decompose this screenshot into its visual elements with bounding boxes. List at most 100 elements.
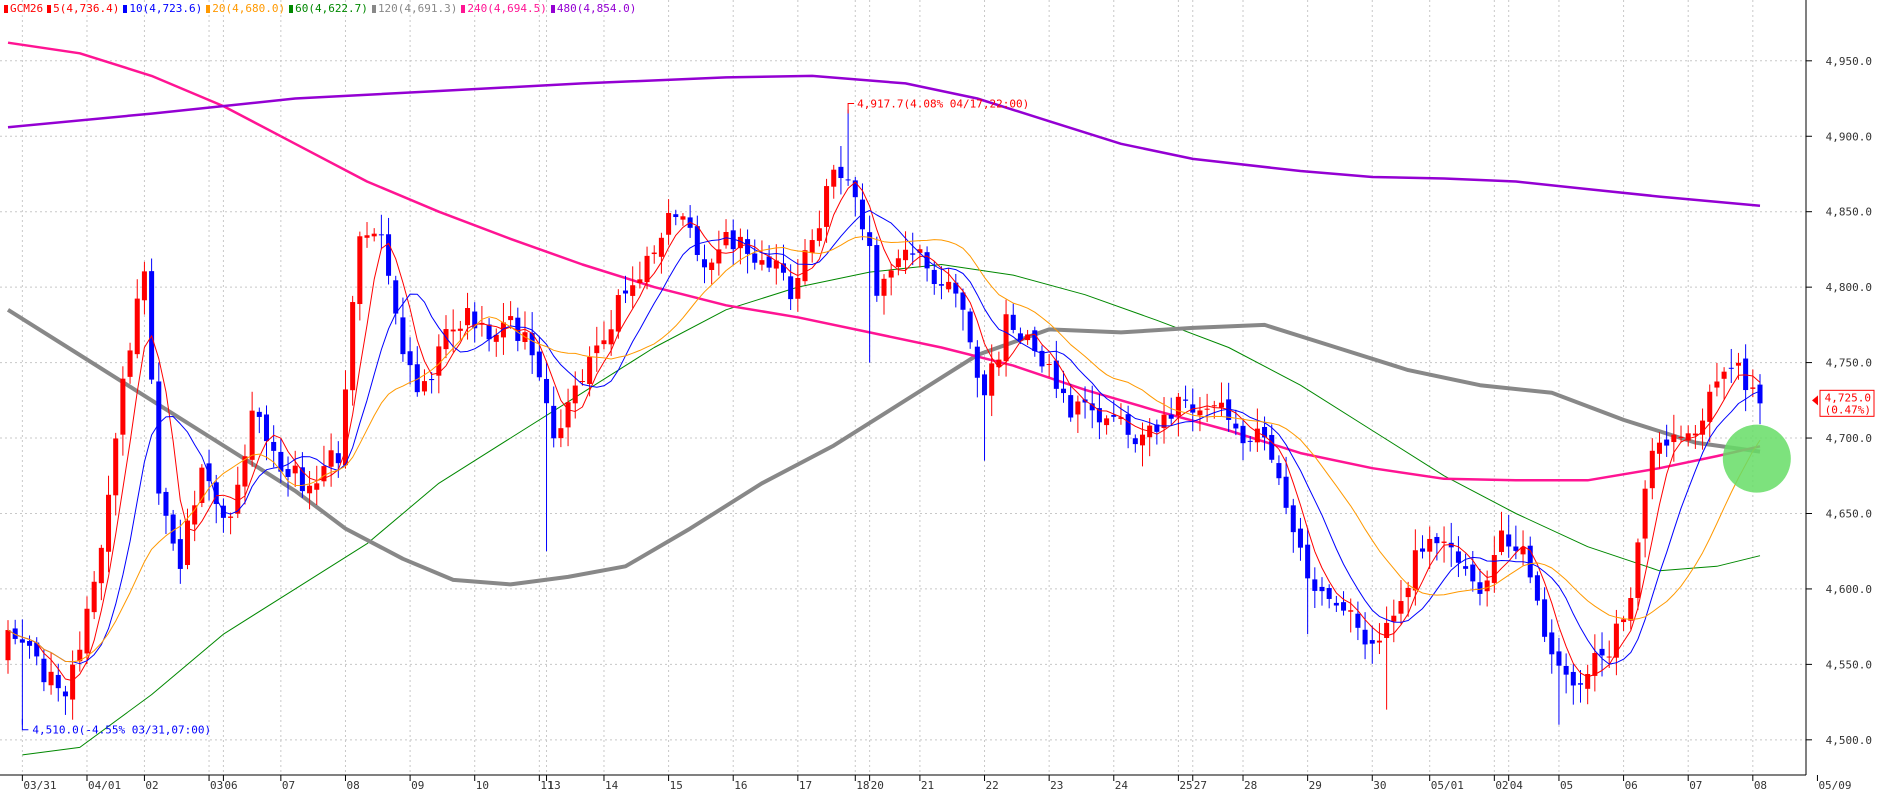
candles bbox=[5, 109, 1763, 725]
candle-body bbox=[335, 453, 341, 464]
candle-body bbox=[263, 414, 270, 442]
legend-swatch bbox=[47, 5, 52, 13]
candle-body bbox=[192, 505, 198, 525]
candle-body bbox=[816, 228, 822, 241]
candle-body bbox=[486, 324, 492, 340]
candle-body bbox=[1592, 653, 1598, 676]
candle-body bbox=[1132, 438, 1138, 445]
candle-body bbox=[421, 381, 427, 392]
candle-body bbox=[235, 484, 241, 514]
candle-body bbox=[759, 260, 765, 265]
legend-label: GCM26 bbox=[10, 2, 44, 15]
candle-body bbox=[1341, 602, 1347, 611]
candle-body bbox=[106, 494, 112, 552]
candle-body bbox=[874, 245, 880, 296]
annotations: 4,917.7(4.08% 04/17,22:00) 4,510.0(-4.55%… bbox=[21, 98, 1791, 737]
low-marker bbox=[21, 718, 29, 731]
candle-body bbox=[1262, 426, 1268, 438]
candle-body bbox=[292, 465, 298, 474]
candle-body bbox=[967, 311, 973, 343]
candle-body bbox=[637, 279, 643, 284]
candle-body bbox=[5, 630, 11, 661]
legend-item: 60(4,622.7) bbox=[289, 2, 368, 15]
candle-body bbox=[1398, 601, 1404, 614]
y-tick-label: 4,600.0 bbox=[1826, 583, 1872, 596]
x-tick-label: 20 bbox=[871, 779, 884, 792]
x-tick-label: 02 bbox=[1495, 779, 1508, 792]
x-tick-label: 30 bbox=[1373, 779, 1386, 792]
x-tick-label: 08 bbox=[1754, 779, 1767, 792]
candle-body bbox=[1376, 640, 1382, 643]
candle-body bbox=[974, 346, 980, 378]
x-tick-label: 05/01 bbox=[1431, 779, 1464, 792]
candle-body bbox=[472, 311, 478, 329]
candle-body bbox=[989, 363, 995, 396]
legend-swatch bbox=[206, 5, 211, 13]
candle-body bbox=[149, 271, 155, 380]
candle-body bbox=[651, 252, 657, 255]
candle-body bbox=[134, 298, 140, 355]
plot-area bbox=[0, 0, 1806, 775]
series-line-20 bbox=[7, 236, 1761, 663]
candle-body bbox=[400, 317, 406, 355]
candle-body bbox=[544, 378, 550, 404]
candle-body bbox=[1297, 528, 1303, 548]
legend-item: 10(4,723.6) bbox=[123, 2, 202, 15]
x-tick-label: 07 bbox=[1689, 779, 1702, 792]
candle-body bbox=[1254, 428, 1260, 443]
candle-body bbox=[1369, 640, 1375, 644]
x-tick-label: 09 bbox=[411, 779, 424, 792]
legend-label: 5(4,736.4) bbox=[53, 2, 120, 15]
candle-body bbox=[1060, 388, 1067, 394]
candle-body bbox=[91, 581, 97, 613]
candle-body bbox=[910, 253, 916, 255]
candle-body bbox=[378, 234, 384, 236]
candle-body bbox=[1384, 622, 1390, 638]
candle-body bbox=[1635, 542, 1641, 598]
candle-body bbox=[1355, 613, 1361, 628]
candle-body bbox=[1542, 599, 1548, 637]
candle-body bbox=[752, 253, 758, 263]
legend-item: 240(4,694.5) bbox=[461, 2, 547, 15]
candle-body bbox=[1405, 587, 1411, 598]
candle-body bbox=[1441, 541, 1447, 543]
candle-body bbox=[888, 270, 894, 278]
candle-body bbox=[1506, 534, 1512, 547]
candle-body bbox=[1520, 547, 1526, 555]
candle-body bbox=[1075, 401, 1081, 415]
candle-body bbox=[903, 249, 909, 261]
grid-lines bbox=[0, 0, 1806, 775]
candle-body bbox=[436, 346, 442, 376]
y-tick-label: 4,800.0 bbox=[1826, 281, 1872, 294]
x-tick-label: 04 bbox=[1510, 779, 1524, 792]
candle-body bbox=[1692, 433, 1698, 436]
candle-body bbox=[1391, 615, 1397, 622]
candle-body bbox=[1168, 414, 1174, 419]
x-tick-label: 22 bbox=[986, 779, 999, 792]
candle-body bbox=[1319, 586, 1325, 592]
candle-body bbox=[1534, 575, 1540, 601]
candle-body bbox=[1556, 651, 1562, 666]
candle-body bbox=[1477, 582, 1483, 594]
legend-label: 20(4,680.0) bbox=[212, 2, 286, 15]
candle-body bbox=[895, 258, 901, 268]
candle-body bbox=[1204, 408, 1210, 410]
series-line-240 bbox=[7, 41, 1761, 482]
candle-body bbox=[572, 385, 578, 404]
candle-body bbox=[622, 290, 629, 294]
candle-body bbox=[1498, 530, 1505, 552]
candle-body bbox=[1585, 673, 1591, 689]
candle-body bbox=[285, 469, 291, 477]
candle-body bbox=[594, 345, 600, 354]
candle-body bbox=[177, 539, 183, 569]
candle-body bbox=[881, 278, 887, 296]
candle-body bbox=[730, 230, 736, 250]
candle-body bbox=[113, 438, 119, 496]
candle-body bbox=[931, 269, 937, 285]
candle-body bbox=[716, 249, 722, 264]
legend-item: GCM26 bbox=[4, 2, 43, 15]
candle-body bbox=[1290, 505, 1296, 533]
candle-body bbox=[1420, 548, 1426, 552]
candle-body bbox=[48, 671, 54, 686]
